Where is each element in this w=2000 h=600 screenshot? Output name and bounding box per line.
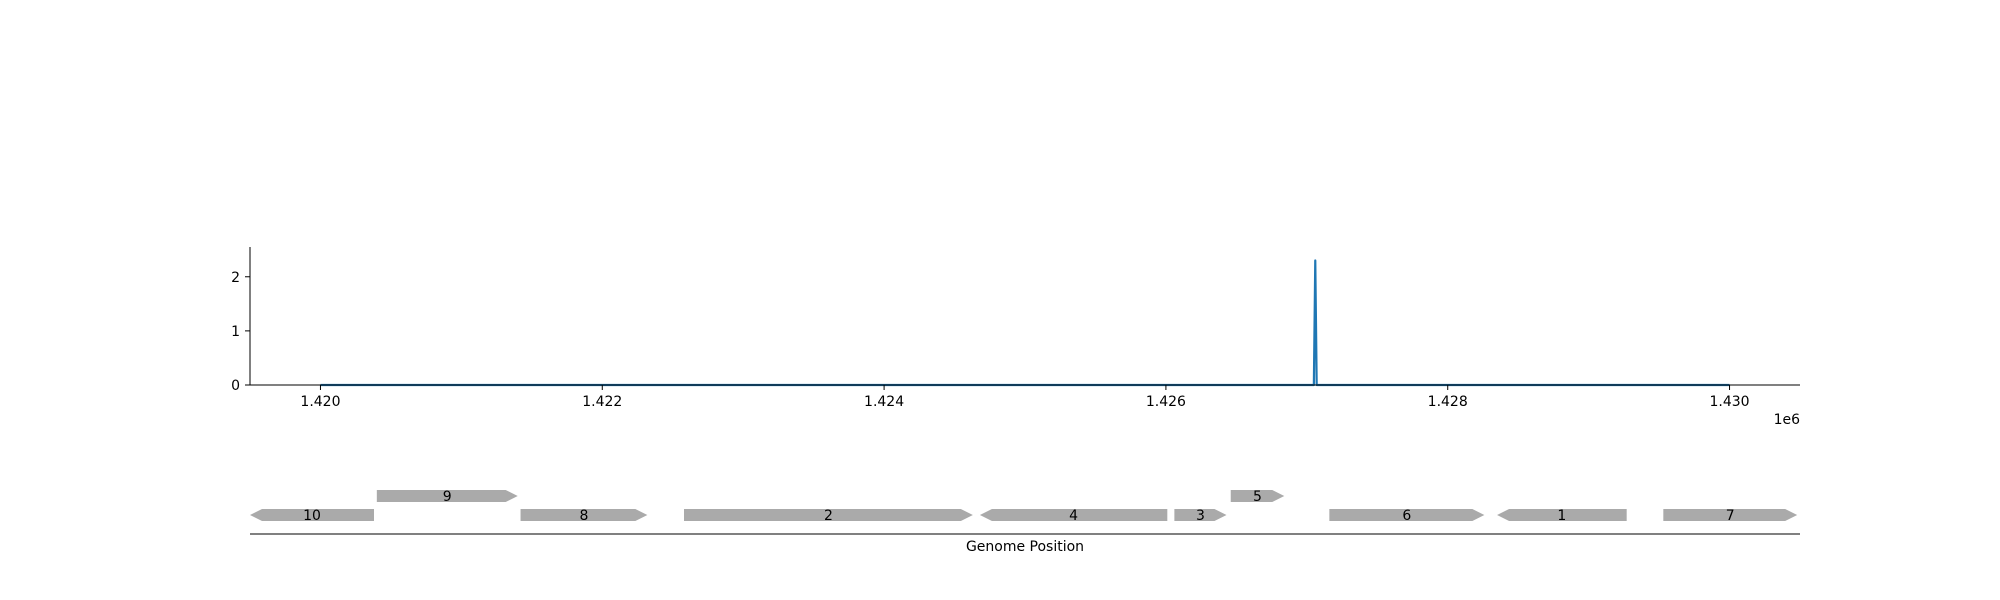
gene-label-10: 10: [303, 508, 321, 524]
gene-label-2: 2: [824, 508, 833, 524]
gene-arrow-2: [684, 509, 973, 521]
x-tick-label: 1.424: [864, 394, 904, 410]
gene-arrow-6: [1329, 509, 1485, 521]
coverage-line-0: [320, 259, 1730, 387]
gene-arrow-8: [520, 509, 648, 521]
x-tick-label: 1.430: [1709, 394, 1749, 410]
y-tick-label: 2: [231, 270, 240, 286]
x-offset-label: 1e6: [1774, 412, 1801, 428]
gene-label-9: 9: [443, 489, 452, 505]
y-tick-label: 1: [231, 324, 240, 340]
gene-track: 10 9 8 2 4 3 5 6 1 7 Genome Position: [250, 489, 1800, 555]
gene-label-8: 8: [579, 508, 588, 524]
gene-arrow-9: [376, 490, 518, 502]
gene-label-7: 7: [1726, 508, 1735, 524]
gene-label-1: 1: [1557, 508, 1566, 524]
gene-arrow-10: [250, 509, 374, 521]
gene-label-4: 4: [1069, 508, 1078, 524]
gene-label-5: 5: [1253, 489, 1262, 505]
gene-arrow-5: [1230, 490, 1285, 502]
x-tick-label: 1.420: [300, 394, 340, 410]
x-tick-label: 1.428: [1428, 394, 1468, 410]
x-tick-label: 1.422: [582, 394, 622, 410]
gene-label-6: 6: [1402, 508, 1411, 524]
gene-arrow-3: [1174, 509, 1227, 521]
gene-label-3: 3: [1196, 508, 1205, 524]
y-tick-label: 0: [231, 378, 240, 394]
gene-arrow-1: [1497, 509, 1627, 521]
gene-arrow-7: [1663, 509, 1798, 521]
coverage-plot: 0 1 2 1.420 1.422 1.424 1.426 1.428 1.430 1e6: [231, 247, 1800, 428]
x-axis-label: Genome Position: [966, 539, 1084, 555]
x-tick-label: 1.426: [1146, 394, 1186, 410]
gene-arrow-4: [979, 509, 1168, 521]
